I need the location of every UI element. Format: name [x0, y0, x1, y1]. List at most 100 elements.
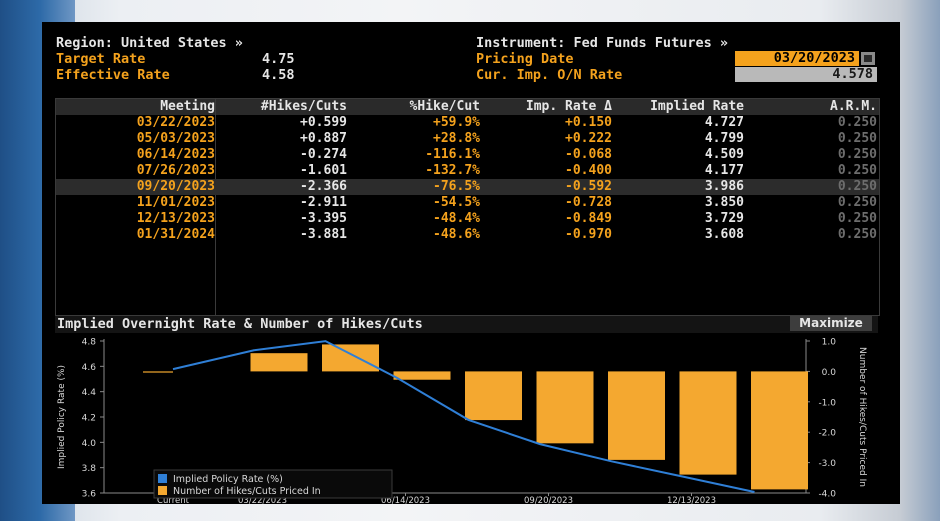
cell-meeting: 05/03/2023 — [136, 131, 215, 146]
cell-imp-rate-delta: +0.150 — [565, 115, 612, 130]
cell-imp-rate-delta: -0.068 — [565, 147, 612, 162]
cell-implied-rate: 3.608 — [704, 227, 744, 242]
pricing-date-value: 03/20/2023 — [773, 50, 855, 66]
cell-hikes-cuts: +0.599 — [300, 115, 347, 130]
cell-meeting: 11/01/2023 — [136, 195, 215, 210]
cell-arm: 0.250 — [837, 147, 877, 162]
cell-implied-rate: 3.986 — [704, 179, 744, 194]
cell-imp-rate-delta: -0.728 — [565, 195, 612, 210]
cell-imp-rate-delta: -0.400 — [565, 163, 612, 178]
y-tick-label: 3.8 — [82, 464, 97, 474]
bar — [322, 344, 379, 372]
cell-hikes-cuts: -2.366 — [300, 179, 347, 194]
legend-swatch-bar — [158, 486, 167, 495]
bar — [393, 371, 451, 380]
cell-implied-rate: 3.850 — [704, 195, 744, 210]
cell-hikes-cuts: -3.395 — [300, 211, 347, 226]
cell-pct-hike-cut: -76.5% — [433, 179, 480, 194]
cell-arm: 0.250 — [837, 163, 877, 178]
cell-imp-rate-delta: -0.849 — [565, 211, 612, 226]
chart-legend: Implied Policy Rate (%)Number of Hikes/C… — [153, 469, 393, 499]
effective-rate-label: Effective Rate — [56, 67, 170, 83]
table-row[interactable]: 07/26/2023 -1.601 -132.7% -0.400 4.177 0.250 — [56, 163, 879, 179]
y-tick-label: 4.0 — [82, 439, 97, 449]
bar — [250, 353, 308, 372]
legend-swatch-line — [158, 474, 167, 483]
cell-meeting: 12/13/2023 — [136, 211, 215, 226]
cell-hikes-cuts: -0.274 — [300, 147, 347, 162]
table-row[interactable]: 12/13/2023 -3.395 -48.4% -0.849 3.729 0.250 — [56, 211, 879, 227]
column-header-implied-rate[interactable]: Implied Rate — [650, 99, 744, 114]
region-selector[interactable]: Region: United States » — [56, 35, 243, 51]
maximize-button[interactable]: Maximize — [790, 316, 872, 331]
cur-imp-rate-value: 4.578 — [832, 66, 873, 82]
cell-meeting: 06/14/2023 — [136, 147, 215, 162]
bar — [143, 371, 173, 373]
table-header: Meeting #Hikes/Cuts %Hike/Cut Imp. Rate … — [56, 99, 879, 115]
y2-tick-label: 1.0 — [822, 338, 837, 348]
pricing-date-label: Pricing Date — [476, 51, 574, 67]
table-row[interactable]: 11/01/2023 -2.911 -54.5% -0.728 3.850 0.250 — [56, 195, 879, 211]
target-rate-value: 4.75 — [262, 51, 295, 67]
y-tick-label: 4.6 — [82, 363, 97, 373]
legend-label-line: Implied Policy Rate (%) — [173, 474, 283, 485]
instrument-selector[interactable]: Instrument: Fed Funds Futures » — [476, 35, 728, 51]
legend-label-bar: Number of Hikes/Cuts Priced In — [173, 486, 321, 497]
cell-hikes-cuts: -2.911 — [300, 195, 347, 210]
cell-meeting: 07/26/2023 — [136, 163, 215, 178]
y2-tick-label: -1.0 — [818, 398, 836, 408]
y2-tick-label: 0.0 — [822, 368, 837, 378]
target-rate-label: Target Rate — [56, 51, 146, 67]
bar — [751, 371, 808, 490]
cell-arm: 0.250 — [837, 131, 877, 146]
x-tick-label: 06/14/2023 — [381, 496, 430, 504]
column-header-imp-rate-delta[interactable]: Imp. Rate Δ — [525, 99, 612, 114]
y2-tick-label: -4.0 — [818, 490, 836, 500]
cell-hikes-cuts: +0.887 — [300, 131, 347, 146]
cell-pct-hike-cut: -132.7% — [425, 163, 480, 178]
bar — [608, 371, 665, 460]
table-row[interactable]: 03/22/2023 +0.599 +59.9% +0.150 4.727 0.250 — [56, 115, 879, 131]
x-tick-label: Current — [157, 496, 190, 504]
cell-imp-rate-delta: -0.970 — [565, 227, 612, 242]
pricing-date-field[interactable]: 03/20/2023 — [735, 50, 859, 66]
y2-tick-label: -2.0 — [818, 429, 836, 439]
cur-imp-rate-field[interactable]: 4.578 — [735, 66, 877, 82]
terminal-window: Region: United States » Target Rate 4.75… — [42, 22, 900, 504]
column-header-pct-hike-cut[interactable]: %Hike/Cut — [409, 99, 480, 114]
cell-arm: 0.250 — [837, 179, 877, 194]
column-header-hikes-cuts[interactable]: #Hikes/Cuts — [260, 99, 347, 114]
table-row[interactable]: 01/31/2024 -3.881 -48.6% -0.970 3.608 0.250 — [56, 227, 879, 243]
cell-meeting: 01/31/2024 — [136, 227, 215, 242]
implied-rate-chart: 4.8 4.6 4.4 4.2 4.0 3.8 3.6 1.0 0.0 -1.0 -2.0 -3.0 -… — [57, 338, 867, 505]
y2-tick-label: -3.0 — [818, 459, 836, 469]
calendar-icon[interactable] — [861, 52, 875, 65]
table-row[interactable]: 06/14/2023 -0.274 -116.1% -0.068 4.509 0.250 — [56, 147, 879, 163]
cell-pct-hike-cut: -48.6% — [433, 227, 480, 242]
y-axis-title: Implied Policy Rate (%) — [57, 365, 67, 469]
x-tick-label: 03/22/2023 — [238, 496, 287, 504]
cell-implied-rate: 4.509 — [704, 147, 744, 162]
y-tick-label: 4.2 — [82, 414, 96, 424]
cell-implied-rate: 4.177 — [704, 163, 744, 178]
cell-arm: 0.250 — [837, 227, 877, 242]
line-series-implied-rate — [172, 340, 755, 493]
column-header-meeting[interactable]: Meeting — [160, 99, 215, 114]
effective-rate-value: 4.58 — [262, 67, 295, 83]
table-row[interactable]: 09/20/2023 -2.366 -76.5% -0.592 3.986 0.250 — [56, 179, 879, 195]
column-header-arm[interactable]: A.R.M. — [830, 99, 877, 114]
table-row[interactable]: 05/03/2023 +0.887 +28.8% +0.222 4.799 0.250 — [56, 131, 879, 147]
column-divider — [215, 99, 216, 315]
legend-box — [153, 469, 393, 499]
cell-implied-rate: 4.799 — [704, 131, 744, 146]
bar — [536, 371, 594, 444]
cell-implied-rate: 4.727 — [704, 115, 744, 130]
chart-title: Implied Overnight Rate & Number of Hikes… — [57, 316, 423, 332]
cell-imp-rate-delta: +0.222 — [565, 131, 612, 146]
bar — [679, 371, 737, 475]
cell-pct-hike-cut: +28.8% — [433, 131, 480, 146]
cell-arm: 0.250 — [837, 115, 877, 130]
cell-hikes-cuts: -3.881 — [300, 227, 347, 242]
chart-title-bar: Implied Overnight Rate & Number of Hikes… — [55, 316, 878, 333]
cell-implied-rate: 3.729 — [704, 211, 744, 226]
